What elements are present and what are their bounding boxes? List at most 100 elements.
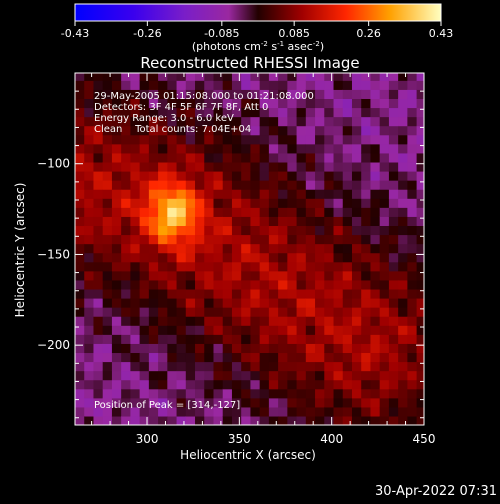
heatmap-cell bbox=[287, 343, 298, 354]
heatmap-cell bbox=[158, 361, 168, 372]
heatmap-cell bbox=[250, 198, 261, 208]
heatmap-cell bbox=[75, 334, 85, 344]
heatmap-cell bbox=[416, 316, 424, 326]
heatmap-cell bbox=[222, 180, 233, 190]
heatmap-cell bbox=[342, 279, 353, 290]
heatmap-cell bbox=[370, 316, 381, 326]
heatmap-cell bbox=[167, 170, 178, 181]
heatmap-cell bbox=[93, 325, 104, 335]
heatmap-cell bbox=[75, 80, 85, 90]
heatmap-cell bbox=[259, 198, 270, 208]
heatmap-cell bbox=[250, 415, 261, 425]
heatmap-cell bbox=[185, 189, 196, 199]
heatmap-cell bbox=[278, 297, 288, 308]
heatmap-cell bbox=[315, 207, 325, 217]
heatmap-cell bbox=[268, 134, 279, 145]
heatmap-cell bbox=[296, 361, 307, 372]
heatmap-cell bbox=[315, 261, 325, 272]
heatmap-cell bbox=[416, 379, 424, 390]
heatmap-cell bbox=[416, 161, 424, 172]
heatmap-cell bbox=[296, 189, 307, 199]
heatmap-cell bbox=[278, 198, 288, 208]
heatmap-cell bbox=[333, 261, 344, 272]
heatmap-cell bbox=[351, 89, 362, 100]
heatmap-cell bbox=[195, 325, 205, 335]
heatmap-cell bbox=[195, 107, 205, 118]
heatmap-cell bbox=[84, 180, 95, 190]
heatmap-cell bbox=[93, 343, 104, 354]
heatmap-cell bbox=[241, 297, 252, 308]
heatmap-cell bbox=[158, 379, 168, 390]
heatmap-cell bbox=[305, 252, 316, 263]
heatmap-cell bbox=[398, 370, 408, 381]
y-axis: −100−150−200 bbox=[37, 90, 424, 419]
heatmap-cell bbox=[102, 297, 113, 308]
heatmap-cell bbox=[361, 297, 372, 308]
heatmap-cell bbox=[241, 116, 252, 127]
heatmap-cell bbox=[222, 252, 233, 263]
heatmap-cell bbox=[342, 225, 353, 236]
heatmap-cell bbox=[259, 252, 270, 263]
heatmap-cell bbox=[195, 216, 205, 227]
heatmap-cell bbox=[296, 116, 307, 127]
heatmap-cell bbox=[361, 225, 372, 236]
heatmap-cell bbox=[75, 152, 85, 163]
colorbar-strip bbox=[74, 3, 442, 22]
heatmap-cell bbox=[361, 207, 372, 217]
heatmap-cell bbox=[222, 125, 233, 136]
heatmap-cell bbox=[167, 180, 178, 190]
heatmap-cell bbox=[176, 388, 187, 399]
heatmap-cell bbox=[167, 198, 178, 208]
heatmap-cell bbox=[148, 107, 159, 118]
heatmap-cell bbox=[222, 279, 233, 290]
heatmap-cell bbox=[241, 397, 252, 408]
heatmap-cell bbox=[361, 261, 372, 272]
heatmap-cell bbox=[388, 379, 399, 390]
heatmap-cell bbox=[296, 252, 307, 263]
heatmap-cell bbox=[222, 134, 233, 145]
heatmap-cell bbox=[278, 397, 288, 408]
heatmap-cell bbox=[333, 388, 344, 399]
heatmap-cell bbox=[416, 125, 424, 136]
heatmap-cell bbox=[407, 316, 418, 326]
heatmap-cell bbox=[213, 73, 224, 81]
heatmap-cell bbox=[121, 370, 131, 381]
heatmap-cell bbox=[231, 89, 242, 100]
heatmap-cell bbox=[75, 225, 85, 236]
heatmap-cell bbox=[111, 397, 122, 408]
heatmap-cell bbox=[305, 297, 316, 308]
heatmap-cell bbox=[315, 307, 325, 317]
heatmap-cell bbox=[268, 388, 279, 399]
heatmap-cell bbox=[185, 98, 196, 109]
heatmap-cell bbox=[379, 189, 390, 199]
heatmap-cell bbox=[185, 288, 196, 299]
heatmap-cell bbox=[158, 316, 168, 326]
heatmap-cell bbox=[416, 243, 424, 254]
heatmap-cell bbox=[388, 143, 399, 154]
heatmap-cell bbox=[241, 207, 252, 217]
heatmap-cell bbox=[250, 307, 261, 317]
heatmap-cell bbox=[305, 243, 316, 254]
heatmap-cell bbox=[333, 288, 344, 299]
heatmap-cell bbox=[185, 116, 196, 127]
heatmap-cell bbox=[324, 98, 335, 109]
heatmap-cell bbox=[388, 107, 399, 118]
heatmap-cell bbox=[342, 116, 353, 127]
heatmap-cell bbox=[204, 161, 215, 172]
heatmap-cell bbox=[75, 207, 85, 217]
heatmap-cell bbox=[296, 316, 307, 326]
heatmap-cell bbox=[158, 325, 168, 335]
heatmap-cell bbox=[139, 343, 150, 354]
heatmap-cell bbox=[407, 406, 418, 417]
heatmap-cell bbox=[333, 406, 344, 417]
heatmap-cell bbox=[351, 134, 362, 145]
heatmap-cell bbox=[324, 234, 335, 245]
heatmap-cell bbox=[195, 307, 205, 317]
heatmap-cell bbox=[278, 161, 288, 172]
heatmap-cell bbox=[268, 252, 279, 263]
heatmap-cell bbox=[315, 243, 325, 254]
heatmap-cell bbox=[231, 143, 242, 154]
heatmap-cell bbox=[305, 343, 316, 354]
heatmap-cell bbox=[287, 370, 298, 381]
heatmap-cell bbox=[204, 234, 215, 245]
